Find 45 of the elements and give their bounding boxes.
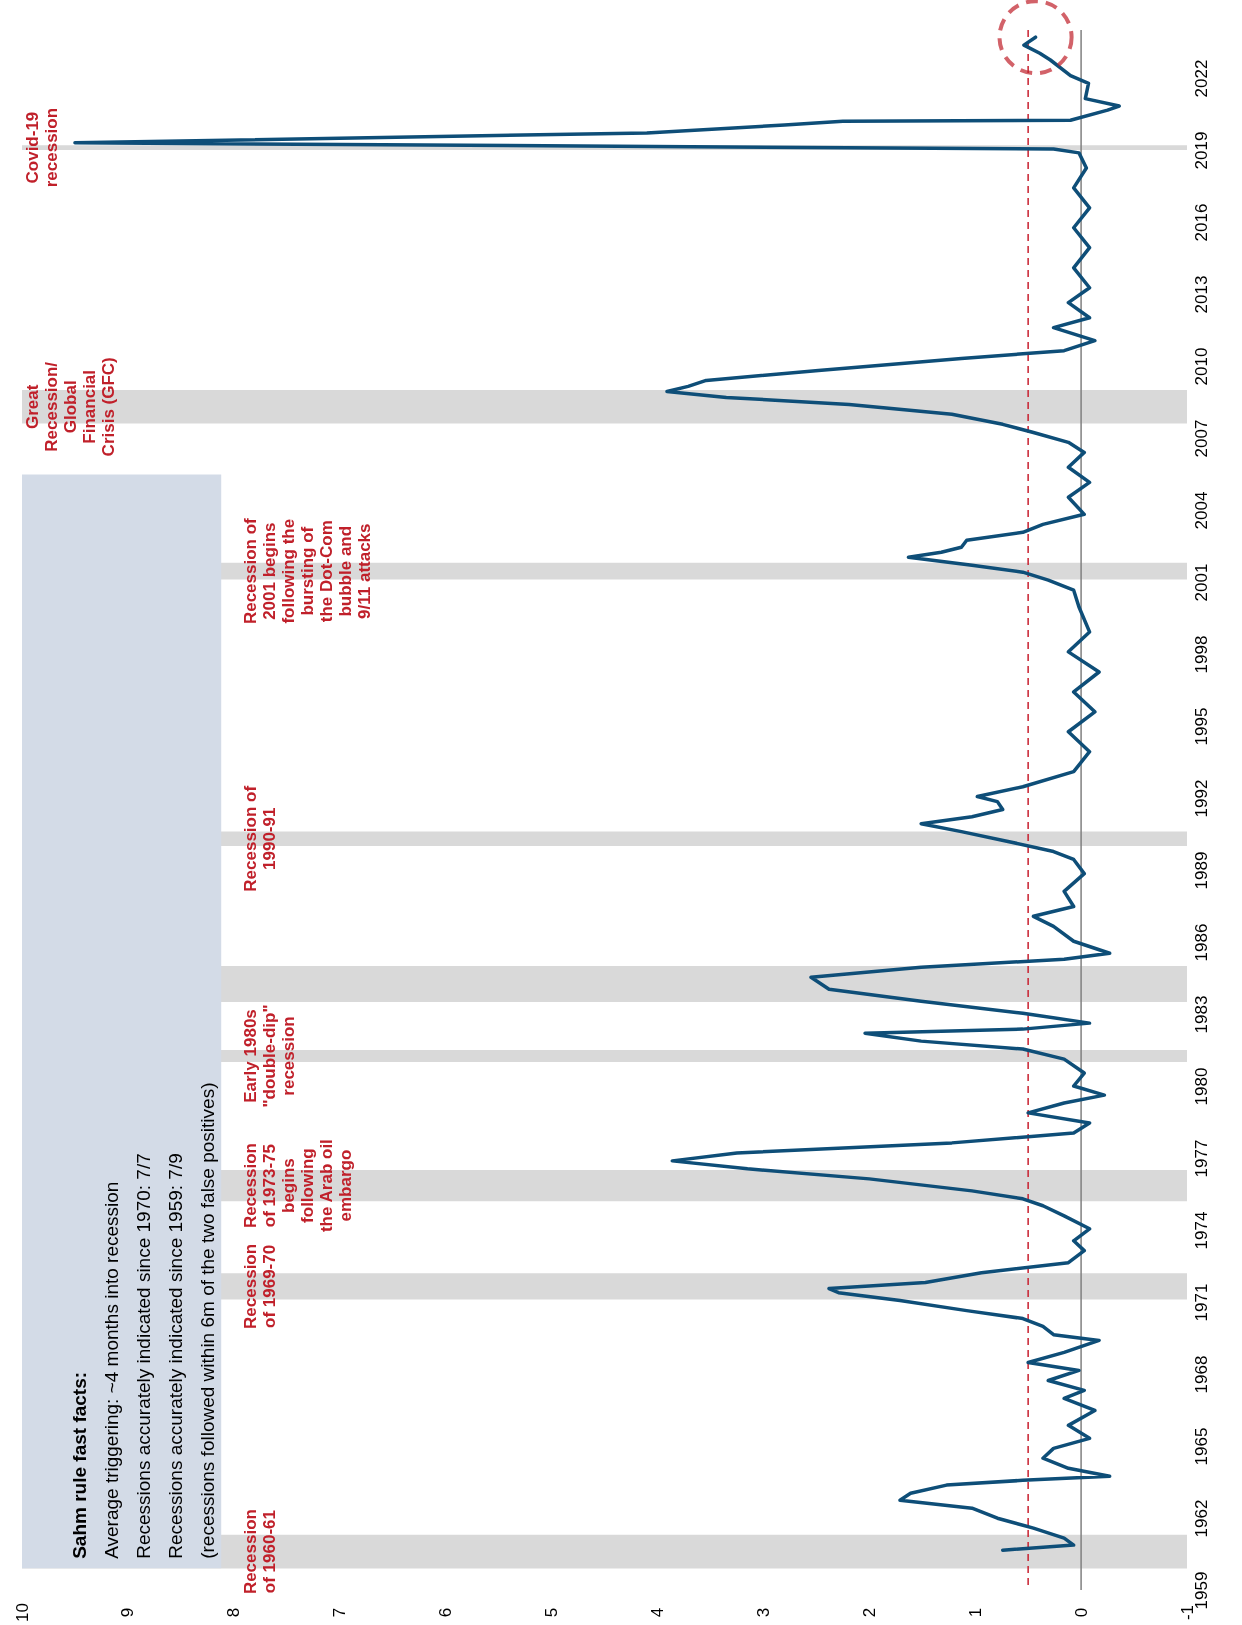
y-tick-label: 1977 [1191, 1139, 1211, 1178]
y-tick-label: 1992 [1191, 779, 1211, 818]
y-tick-label: 1962 [1191, 1499, 1211, 1538]
band-label: Recession of 2001 begins following the bursting of the Dot-Com bubble and 9/11 attacks [241, 517, 375, 625]
y-tick-label: 2016 [1191, 203, 1211, 242]
x-tick-label: 0 [1071, 1607, 1091, 1618]
annotation: Recessions accurately indicated since 1959: 7/9 [165, 1153, 187, 1559]
x-tick-label: 8 [224, 1607, 244, 1618]
annotation: (recessions followed within 6m of the two false positives) [197, 1082, 219, 1559]
annotation: Sahm rule fast facts: [69, 1371, 91, 1559]
y-tick-label: 2019 [1191, 131, 1211, 170]
annotation: Recessions accurately indicated since 1970: 7/7 [133, 1153, 155, 1559]
x-tick-label: 1 [965, 1607, 985, 1618]
y-tick-label: 2010 [1191, 347, 1211, 386]
band-label: Recession of 1969-70 [241, 1243, 280, 1329]
y-tick-label: 2004 [1191, 491, 1211, 530]
band-label: Covid-19 recession [23, 107, 62, 188]
band-label: Recession of 1960-61 [241, 1509, 280, 1595]
x-tick-label: 2 [859, 1607, 879, 1618]
y-tick-label: 2022 [1191, 59, 1211, 98]
band-label: Recession of 1973-75 begins following the Arab oil embargo [241, 1139, 356, 1233]
x-tick-label: 9 [118, 1607, 138, 1618]
band-label: Early 1980s "double-dip" recession [241, 1004, 299, 1108]
y-tick-label: 1968 [1191, 1355, 1211, 1394]
y-tick-label: 1983 [1191, 995, 1211, 1034]
band-label: Great Recession/ Global Financial Crisis (GFC) [23, 357, 119, 457]
annotation: Average triggering: ~4 months into recession [101, 1181, 123, 1559]
y-tick-label: 1989 [1191, 851, 1211, 890]
x-tick-label: 7 [330, 1607, 350, 1618]
y-tick-label: 1995 [1191, 707, 1211, 746]
x-tick-label: 3 [753, 1607, 773, 1618]
y-tick-label: 2007 [1191, 419, 1211, 458]
x-tick-label: 6 [436, 1607, 456, 1618]
y-tick-label: 1986 [1191, 923, 1211, 962]
y-tick-label: 2001 [1191, 563, 1211, 602]
band-label: Recession of 1990-91 [241, 785, 280, 892]
y-tick-label: 1971 [1191, 1283, 1211, 1322]
x-tick-label: 4 [647, 1607, 667, 1618]
y-tick-label: 1974 [1191, 1211, 1211, 1250]
y-tick-label: 1998 [1191, 635, 1211, 674]
x-tick-label: 10 [12, 1603, 32, 1622]
y-tick-label: 1965 [1191, 1427, 1211, 1466]
y-tick-label: 2013 [1191, 275, 1211, 314]
x-tick-label: 5 [542, 1607, 562, 1618]
y-tick-label: 1980 [1191, 1067, 1211, 1106]
